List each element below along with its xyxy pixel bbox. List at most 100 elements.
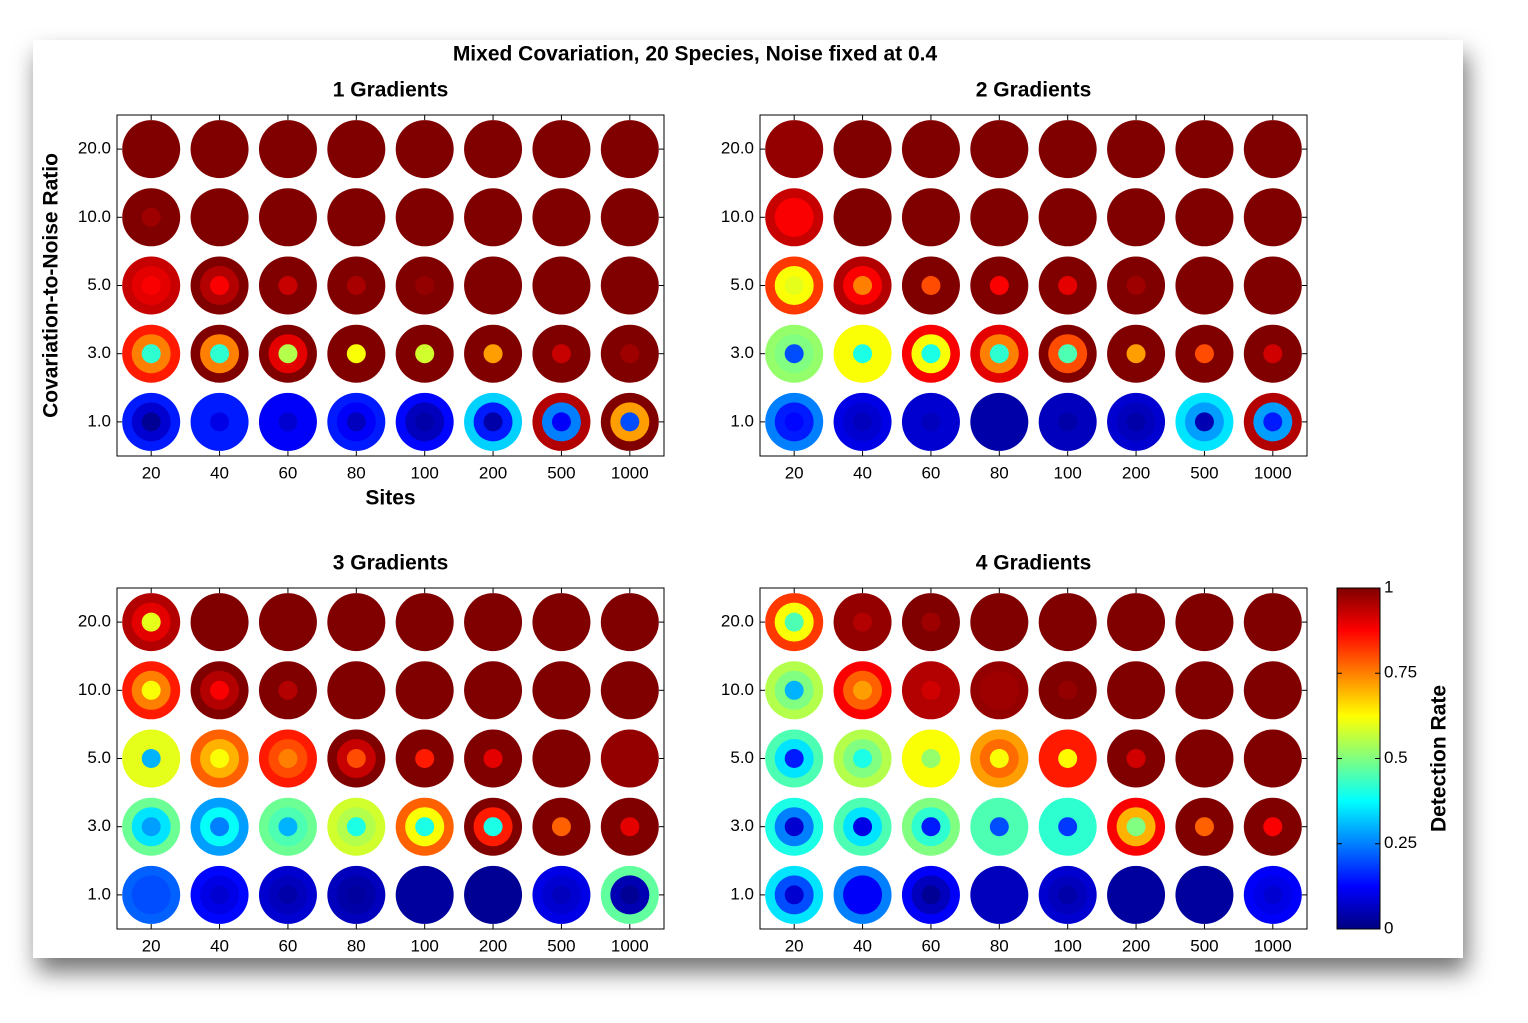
dot-ring [415, 885, 435, 905]
x-tick-label: 200 [1122, 936, 1150, 955]
dot-ring [1194, 680, 1214, 700]
dot-ring [346, 817, 366, 837]
dot-ring [551, 749, 571, 768]
dot-ring [551, 412, 571, 432]
dot-ring [1263, 680, 1283, 700]
dot-ring [1194, 412, 1214, 432]
dot-ring [1058, 207, 1078, 227]
y-tick-label: 1.0 [87, 411, 111, 430]
y-tick-label: 3.0 [730, 816, 754, 835]
dot-ring [483, 207, 503, 227]
dot-ring [620, 412, 640, 432]
dot-ring [1058, 412, 1078, 432]
y-tick-label: 10.0 [78, 207, 111, 226]
dot-ring [784, 276, 804, 295]
dot-ring [141, 276, 161, 295]
dot-ring [210, 680, 230, 700]
x-tick-label: 80 [347, 936, 366, 955]
dot-ring [551, 817, 571, 837]
dot-ring [141, 412, 161, 432]
dot-ring [1263, 885, 1283, 905]
dot-ring [1194, 885, 1214, 905]
dot-ring [1058, 817, 1078, 837]
dot-ring [784, 680, 804, 700]
dot-ring [1126, 749, 1146, 768]
y-tick-label: 10.0 [78, 680, 111, 699]
dot-ring [210, 207, 230, 227]
dot-ring [346, 749, 366, 768]
dot-ring [853, 344, 873, 364]
dot-ring [551, 276, 571, 295]
x-tick-label: 500 [547, 463, 575, 482]
x-tick-label: 20 [142, 463, 161, 482]
dot-ring [1263, 139, 1283, 159]
dot-ring [483, 817, 503, 837]
x-tick-label: 80 [990, 463, 1009, 482]
dot-ring [989, 139, 1009, 159]
dot-ring [141, 749, 161, 768]
dot-ring [551, 139, 571, 159]
x-tick-label: 100 [1054, 936, 1082, 955]
dot-ring [1126, 412, 1146, 432]
dot-ring [1194, 344, 1214, 364]
dot-ring [1194, 612, 1214, 632]
dot-ring [1126, 885, 1146, 905]
dot-ring [1263, 749, 1283, 768]
x-tick-label: 20 [785, 936, 804, 955]
colorbar-tick-label: 0 [1384, 918, 1393, 937]
y-tick-label: 10.0 [721, 680, 754, 699]
dot-ring [784, 139, 804, 159]
dot-ring [1058, 749, 1078, 768]
x-tick-label: 100 [1054, 463, 1082, 482]
x-tick-label: 500 [547, 936, 575, 955]
dot-ring [415, 749, 435, 768]
dot-ring [1263, 612, 1283, 632]
dot-ring [551, 612, 571, 632]
panel-title: 4 Gradients [976, 552, 1092, 575]
x-axis-label: Sites [365, 487, 415, 510]
dot-ring [415, 612, 435, 632]
dot-ring [346, 207, 366, 227]
dot-ring [278, 276, 298, 295]
dot-ring [620, 612, 640, 632]
x-tick-label: 40 [210, 463, 229, 482]
dot-ring [921, 276, 941, 295]
x-tick-label: 60 [278, 463, 297, 482]
dot-ring [921, 680, 941, 700]
dot-ring [1126, 139, 1146, 159]
dot-ring [784, 612, 804, 632]
dot-ring [620, 207, 640, 227]
dot-ring [141, 680, 161, 700]
dot-ring [921, 612, 941, 632]
dot-ring [210, 885, 230, 905]
dot-ring [346, 139, 366, 159]
colorbar-tick-label: 1 [1384, 577, 1393, 596]
dot-ring [483, 680, 503, 700]
x-tick-label: 200 [1122, 463, 1150, 482]
y-tick-label: 1.0 [730, 411, 754, 430]
dot-ring [989, 680, 1009, 700]
dot-ring [1194, 139, 1214, 159]
x-tick-label: 200 [479, 936, 507, 955]
x-tick-label: 40 [853, 936, 872, 955]
dot-ring [1058, 344, 1078, 364]
x-tick-label: 60 [921, 463, 940, 482]
dot-ring [620, 276, 640, 295]
dot-ring [1263, 344, 1283, 364]
dot-ring [1263, 207, 1283, 227]
dot-ring [921, 412, 941, 432]
dot-ring [1263, 817, 1283, 837]
dot-ring [989, 749, 1009, 768]
x-tick-label: 100 [411, 463, 439, 482]
y-tick-label: 1.0 [87, 884, 111, 903]
dot-ring [1194, 207, 1214, 227]
dot-ring [853, 612, 873, 632]
dot-ring [921, 749, 941, 768]
dot-ring [1194, 749, 1214, 768]
dot-ring [278, 207, 298, 227]
dot-ring [551, 344, 571, 364]
dot-ring [210, 749, 230, 768]
dot-ring [784, 207, 804, 227]
dot-ring [620, 139, 640, 159]
